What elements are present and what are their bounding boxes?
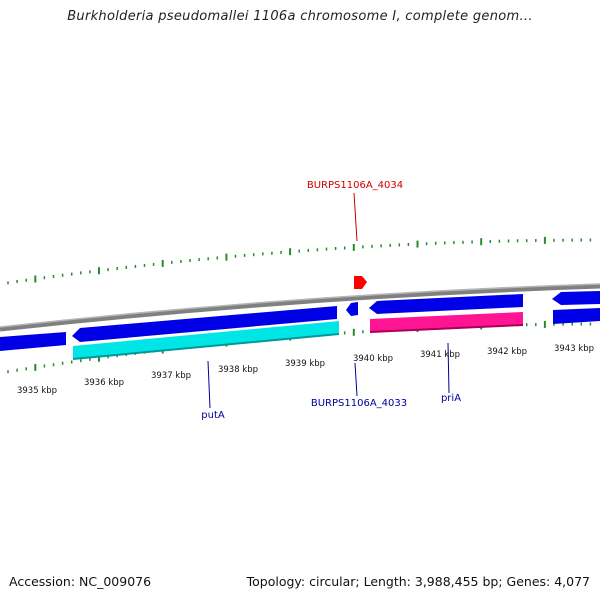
scale-label-3935: 3935 kbp xyxy=(17,386,57,396)
gene-puta[interactable] xyxy=(73,321,339,359)
map-title: Burkholderia pseudomallei 1106a chromoso… xyxy=(67,9,533,24)
scale-labels: 3935 kbp 3936 kbp 3937 kbp 3938 kbp 3939… xyxy=(17,344,594,396)
gene-forward-pria-strand[interactable] xyxy=(369,294,523,314)
tick-row-top xyxy=(7,236,592,285)
gene-pria[interactable] xyxy=(370,312,523,332)
genome-summary-text: Topology: circular; Length: 3,988,455 bp… xyxy=(246,574,590,589)
scale-label-3941: 3941 kbp xyxy=(420,350,460,360)
gene-reverse-right[interactable] xyxy=(553,308,600,324)
scale-label-3936: 3936 kbp xyxy=(84,378,124,388)
accession-text: Accession: NC_009076 xyxy=(9,574,152,589)
gene-forward-small[interactable] xyxy=(346,302,358,316)
scale-label-3938: 3938 kbp xyxy=(218,365,258,375)
gene-label-pria[interactable]: priA xyxy=(441,393,461,404)
gene-label-burps1106a-4033[interactable]: BURPS1106A_4033 xyxy=(311,398,407,409)
chromosome-backbone xyxy=(0,283,600,332)
scale-label-3937: 3937 kbp xyxy=(151,371,191,381)
gene-forward-puta-strand[interactable] xyxy=(72,306,337,342)
selected-feature-marker[interactable] xyxy=(354,276,367,289)
scale-label-3940: 3940 kbp xyxy=(353,354,393,364)
gene-forward-right[interactable] xyxy=(552,291,600,305)
gene-label-burps1106a-4034[interactable]: BURPS1106A_4034 xyxy=(307,180,403,191)
scale-label-3939: 3939 kbp xyxy=(285,359,325,369)
scale-label-3943: 3943 kbp xyxy=(554,344,594,354)
gene-forward-1[interactable] xyxy=(0,332,66,351)
scale-label-3942: 3942 kbp xyxy=(487,347,527,357)
gene-label-puta[interactable]: putA xyxy=(201,410,225,421)
